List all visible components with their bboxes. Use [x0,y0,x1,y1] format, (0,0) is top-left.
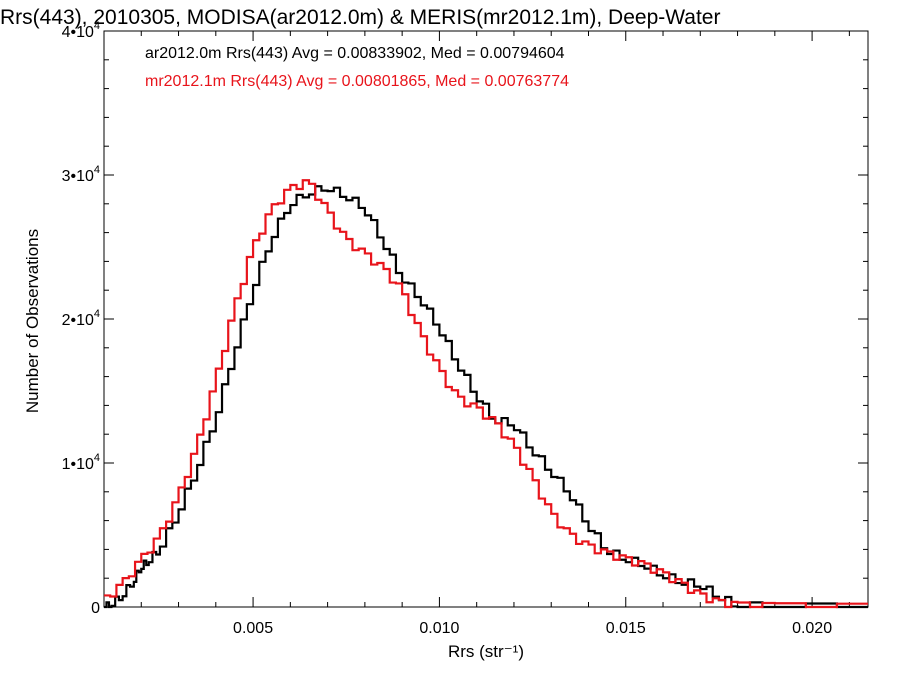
series-line-2 [104,179,868,609]
plot-frame [103,30,869,608]
y-axis-label: Number of Observations [23,229,42,413]
y-tick-label: 3•104 [62,164,100,185]
series-line-1 [104,185,868,609]
x-tick-label: 0.010 [419,620,459,637]
axes: 0.005 0.010 0.015 0.020 0 1•104 2•104 3•104 4•10… [62,20,869,637]
y-tick-label: 4•104 [62,20,100,41]
x-tick-label: 0.005 [233,620,273,637]
y-tick-label: 2•104 [62,308,100,329]
legend-entry-2: mr2012.1m Rrs(443) Avg = 0.00801865, Med… [145,73,569,90]
y-tick-label: 0 [91,600,100,617]
chart-title: Rrs(443), 2010305, MODISA(ar2012.0m) & M… [0,6,720,29]
legend-entry-1: ar2012.0m Rrs(443) Avg = 0.00833902, Med… [145,45,565,62]
x-axis-label: Rrs (str⁻¹) [448,642,524,661]
y-tick-label: 1•104 [62,452,100,473]
plot-series [104,179,868,609]
x-tick-label: 0.020 [792,620,832,637]
x-tick-label: 0.015 [606,620,646,637]
legend: ar2012.0m Rrs(443) Avg = 0.00833902, Med… [145,45,569,90]
